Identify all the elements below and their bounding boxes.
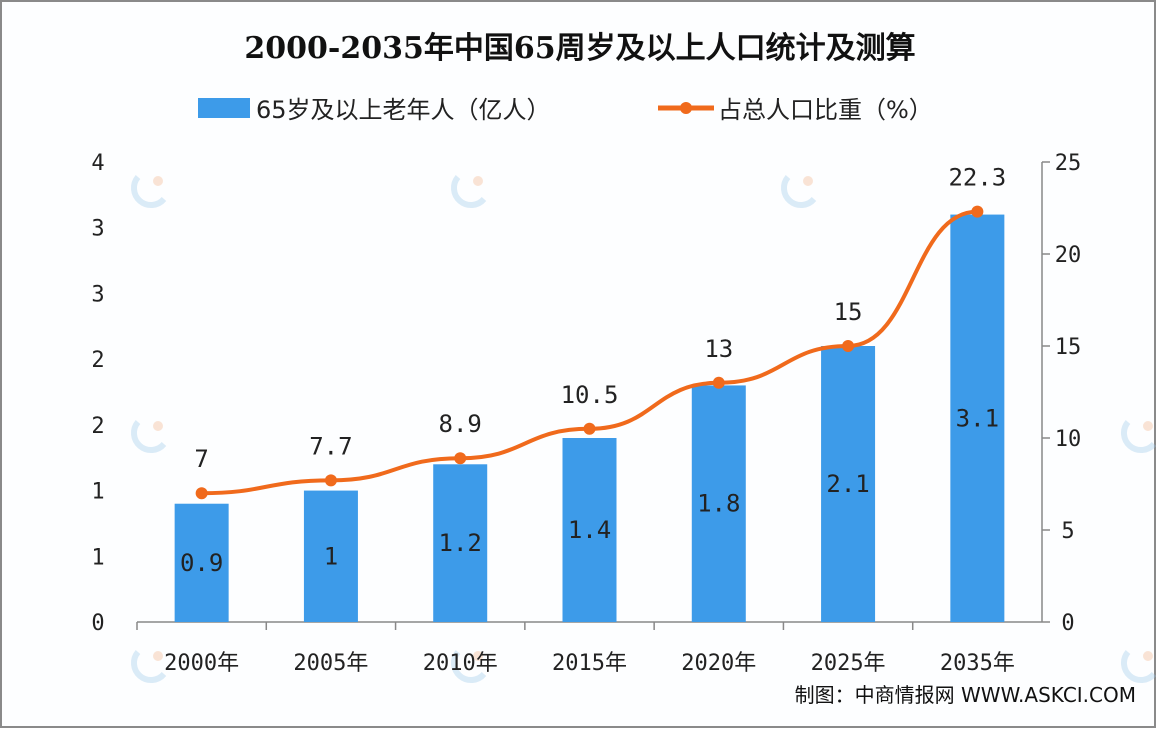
left-y-tick-label: 2 bbox=[91, 348, 104, 373]
line-point bbox=[324, 474, 337, 487]
bar bbox=[821, 346, 876, 622]
line-point bbox=[195, 487, 208, 500]
watermark-logo-dot bbox=[1143, 651, 1153, 661]
line-data-label: 22.3 bbox=[948, 164, 1006, 192]
right-y-tick-label: 15 bbox=[1055, 335, 1082, 360]
x-tick-label: 2005年 bbox=[293, 651, 368, 676]
line-data-label: 7 bbox=[194, 445, 208, 473]
watermark-logo-icon bbox=[131, 175, 167, 208]
line-series-path bbox=[201, 209, 978, 496]
x-tick-label: 2000年 bbox=[164, 651, 239, 676]
line-point bbox=[454, 452, 467, 465]
watermark-logo-dot bbox=[473, 176, 483, 186]
legend-line-marker bbox=[680, 102, 692, 114]
left-y-tick-label: 1 bbox=[91, 480, 104, 505]
watermark-logo-arc bbox=[451, 650, 487, 683]
watermark-logo-arc bbox=[131, 420, 167, 453]
line-point bbox=[971, 205, 984, 218]
watermark-logo-dot bbox=[153, 421, 163, 431]
watermark-logo-arc bbox=[131, 175, 167, 208]
source-note: 制图：中商情报网 WWW.ASKCI.COM bbox=[795, 683, 1136, 707]
left-y-tick-label: 0 bbox=[91, 611, 104, 636]
watermark-logo-icon bbox=[131, 420, 167, 453]
left-y-tick-label: 3 bbox=[91, 217, 104, 242]
legend-bar-label: 65岁及以上老年人（亿人） bbox=[256, 96, 551, 124]
bar bbox=[174, 503, 229, 622]
bar bbox=[303, 490, 358, 622]
watermark-logo-dot bbox=[473, 651, 483, 661]
watermark-logo-icon bbox=[131, 650, 167, 683]
line-data-label: 15 bbox=[834, 298, 863, 326]
x-tick-label: 2020年 bbox=[681, 651, 756, 676]
right-y-tick-label: 0 bbox=[1061, 611, 1074, 636]
watermark-logo-icon bbox=[1121, 650, 1156, 683]
line-point bbox=[583, 422, 596, 435]
watermark-logo-arc bbox=[1121, 420, 1156, 453]
watermark-logo-icon bbox=[1121, 420, 1156, 453]
right-y-tick-label: 5 bbox=[1061, 519, 1074, 544]
x-tick-label: 2025年 bbox=[811, 651, 886, 676]
watermark-logo-arc bbox=[451, 175, 487, 208]
line-data-label: 10.5 bbox=[561, 381, 619, 409]
bar-data-label: 0.9 bbox=[180, 549, 223, 577]
line-point bbox=[842, 340, 855, 352]
x-tick-label: 2010年 bbox=[423, 651, 498, 676]
right-y-tick-label: 25 bbox=[1055, 151, 1082, 176]
watermark-logo-dot bbox=[153, 176, 163, 186]
watermark-logo-icon bbox=[781, 175, 817, 208]
chart-title: 2000-2035年中国65周岁及以上人口统计及测算 bbox=[244, 31, 915, 66]
left-y-tick-label: 3 bbox=[91, 282, 104, 307]
legend-line-label: 占总人口比重（%） bbox=[718, 96, 933, 124]
left-y-tick-label: 4 bbox=[91, 151, 104, 176]
bar bbox=[691, 385, 746, 622]
x-tick-label: 2035年 bbox=[940, 651, 1015, 676]
line-data-label: 7.7 bbox=[309, 432, 352, 460]
bar-data-label: 2.1 bbox=[826, 470, 869, 498]
line-point bbox=[712, 376, 725, 389]
watermark-logo-arc bbox=[1121, 650, 1156, 683]
bar-data-label: 1 bbox=[324, 542, 338, 570]
bar bbox=[950, 214, 1005, 623]
watermark-logo-dot bbox=[803, 176, 813, 186]
bar-data-label: 3.1 bbox=[956, 404, 999, 432]
watermark-logo-arc bbox=[781, 175, 817, 208]
bar-data-label: 1.8 bbox=[697, 490, 740, 518]
legend-bar-swatch bbox=[198, 98, 250, 118]
x-tick-label: 2015年 bbox=[552, 651, 627, 676]
watermark-logo-dot bbox=[1143, 421, 1153, 431]
line-data-label: 8.9 bbox=[439, 410, 482, 438]
legend: 65岁及以上老年人（亿人） 占总人口比重（%） bbox=[198, 96, 933, 124]
bar-data-label: 1.4 bbox=[568, 516, 611, 544]
left-y-tick-label: 1 bbox=[91, 545, 104, 570]
bar-data-label: 1.2 bbox=[439, 529, 482, 557]
watermark-logo-dot bbox=[153, 651, 163, 661]
watermark-logo-icon bbox=[451, 650, 487, 683]
watermarks bbox=[131, 175, 1156, 683]
watermark-logo-icon bbox=[451, 175, 487, 208]
bar bbox=[433, 464, 488, 622]
left-y-tick-label: 2 bbox=[91, 414, 104, 439]
watermark-logo-arc bbox=[131, 650, 167, 683]
line-data-label: 13 bbox=[704, 335, 733, 363]
right-y-tick-label: 10 bbox=[1055, 427, 1082, 452]
bar bbox=[562, 438, 617, 622]
right-y-tick-label: 20 bbox=[1055, 243, 1082, 268]
